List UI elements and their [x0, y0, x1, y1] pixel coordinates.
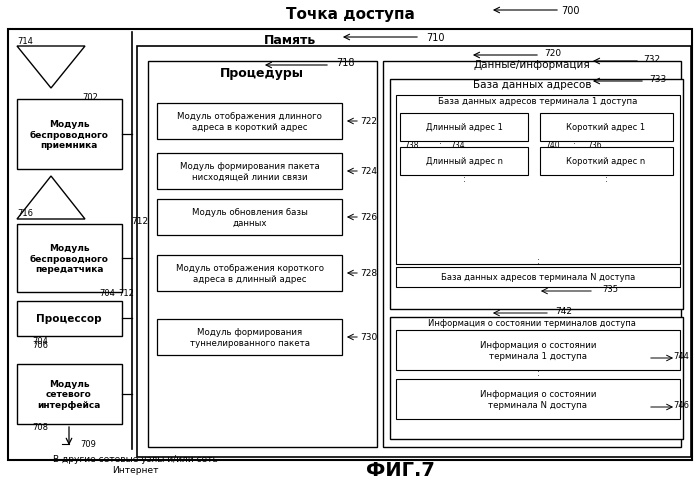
Bar [148, 62, 377, 447]
Bar [400, 148, 528, 176]
Text: Процедуры: Процедуры [220, 66, 304, 79]
Text: Длинный адрес 1: Длинный адрес 1 [426, 123, 503, 132]
Text: 738: 738 [405, 140, 419, 149]
Text: :: : [537, 256, 540, 265]
Bar [390, 317, 683, 439]
Bar [157, 255, 342, 291]
Bar [396, 267, 680, 288]
Polygon shape [17, 177, 85, 219]
Text: 730: 730 [360, 333, 377, 342]
Bar [396, 379, 680, 419]
Text: 746: 746 [673, 401, 689, 409]
Text: 708: 708 [32, 422, 48, 432]
Text: В другие сетевые узлы и/или сеть
Интернет: В другие сетевые узлы и/или сеть Интерне… [52, 455, 218, 474]
Text: 704: 704 [32, 336, 48, 345]
Text: 712: 712 [118, 288, 134, 297]
Text: 712: 712 [132, 216, 148, 225]
Text: Информация о состоянии
терминала 1 доступа: Информация о состоянии терминала 1 досту… [480, 341, 596, 360]
Text: 724: 724 [360, 167, 377, 176]
Text: 732: 732 [643, 54, 661, 63]
Bar [383, 62, 681, 447]
Bar [390, 80, 683, 309]
Text: 704: 704 [99, 288, 115, 297]
Polygon shape [17, 47, 85, 89]
Text: Модуль формирования пакета
нисходящей линии связи: Модуль формирования пакета нисходящей ли… [180, 162, 319, 181]
Text: Процессор: Процессор [36, 313, 102, 324]
Text: 714: 714 [17, 36, 33, 46]
Bar [8, 30, 692, 460]
Text: 720: 720 [545, 48, 561, 58]
Text: Модуль отображения длинного
адреса в короткий адрес: Модуль отображения длинного адреса в кор… [177, 112, 322, 132]
Bar [137, 47, 691, 457]
Text: Данные/информация: Данные/информация [474, 60, 590, 70]
Bar [396, 330, 680, 370]
Bar [540, 114, 673, 142]
Bar [17, 364, 122, 424]
Text: Модуль отображения короткого
адреса в длинный адрес: Модуль отображения короткого адреса в дл… [176, 264, 323, 283]
Text: Модуль формирования
туннелированного пакета: Модуль формирования туннелированного пак… [190, 328, 309, 347]
Text: 735: 735 [602, 285, 618, 294]
Text: 733: 733 [650, 74, 666, 84]
Text: 709: 709 [80, 440, 96, 449]
Text: :: : [439, 140, 442, 149]
Text: 728: 728 [360, 269, 377, 278]
Text: :: : [573, 140, 575, 149]
Bar [400, 114, 528, 142]
Text: :: : [463, 174, 466, 183]
Text: 702: 702 [82, 92, 98, 101]
Text: 718: 718 [336, 58, 354, 68]
Text: Короткий адрес 1: Короткий адрес 1 [566, 123, 645, 132]
Bar [17, 301, 122, 336]
Bar [396, 96, 680, 264]
Text: Точка доступа: Точка доступа [286, 7, 414, 22]
Text: 722: 722 [360, 117, 377, 126]
Text: Информация о состоянии
терминала N доступа: Информация о состоянии терминала N досту… [480, 389, 596, 409]
Text: Модуль
беспроводного
приемника: Модуль беспроводного приемника [29, 120, 108, 150]
Bar [157, 200, 342, 236]
Text: 734: 734 [451, 140, 466, 149]
Text: 742: 742 [556, 306, 573, 315]
Text: 744: 744 [673, 352, 689, 361]
Text: Короткий адрес n: Короткий адрес n [566, 157, 645, 166]
Text: 740: 740 [546, 140, 560, 149]
Text: ФИГ.7: ФИГ.7 [365, 460, 435, 480]
Text: Модуль
сетевого
интерфейса: Модуль сетевого интерфейса [37, 379, 101, 409]
Text: 700: 700 [561, 6, 580, 16]
Bar [157, 104, 342, 140]
Text: База данных адресов терминала 1 доступа: База данных адресов терминала 1 доступа [438, 97, 638, 106]
Text: :: : [605, 174, 608, 183]
Bar [17, 225, 122, 292]
Text: Длинный адрес n: Длинный адрес n [426, 157, 503, 166]
Text: 706: 706 [32, 341, 48, 350]
Text: :: : [537, 369, 540, 378]
Text: База данных адресов терминала N доступа: База данных адресов терминала N доступа [441, 273, 635, 282]
Bar [17, 100, 122, 169]
Bar [157, 154, 342, 190]
Text: Модуль
беспроводного
передатчика: Модуль беспроводного передатчика [29, 243, 108, 274]
Text: Информация о состоянии терминалов доступа: Информация о состоянии терминалов доступ… [428, 319, 636, 328]
Text: 716: 716 [17, 208, 33, 217]
Bar [540, 148, 673, 176]
Text: База данных адресов: База данных адресов [473, 80, 592, 90]
Text: 726: 726 [360, 213, 377, 222]
Text: Память: Память [264, 35, 316, 48]
Bar [157, 319, 342, 355]
Text: 736: 736 [588, 140, 602, 149]
Text: 710: 710 [426, 33, 444, 43]
Text: Модуль обновления базы
данных: Модуль обновления базы данных [192, 208, 307, 227]
